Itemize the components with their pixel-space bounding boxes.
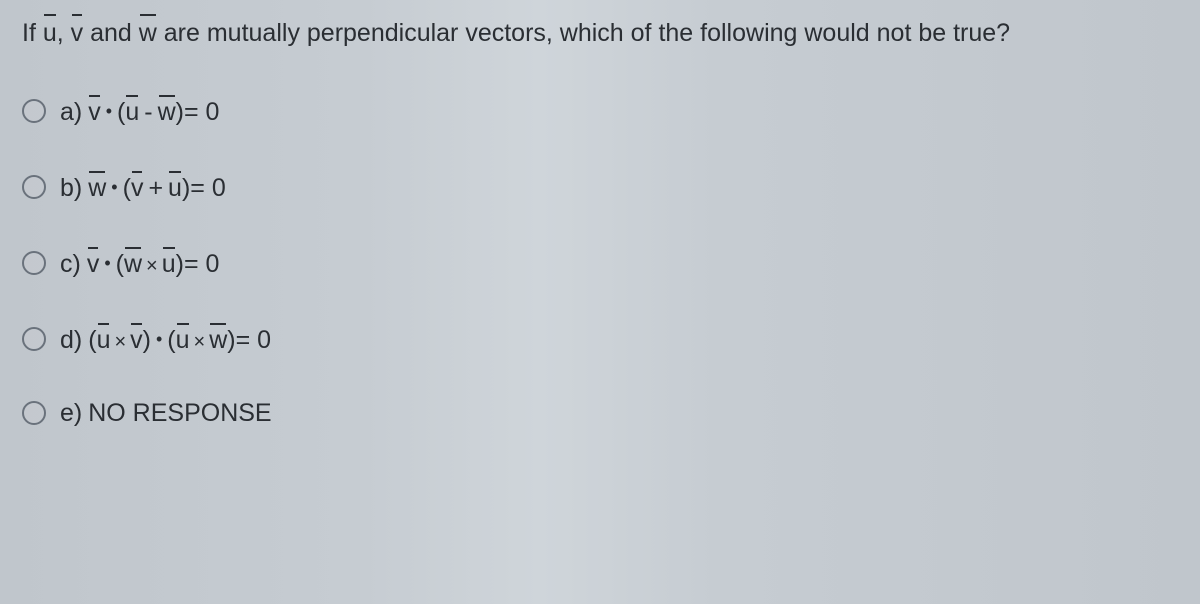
paren-close: )	[176, 98, 184, 127]
radio-a[interactable]	[22, 99, 46, 123]
cross-icon: ×	[114, 331, 126, 354]
paren-open: (	[116, 250, 124, 279]
option-b-text: b) w • (v + u) = 0	[60, 171, 226, 203]
option-c[interactable]: c) v • (w × u) = 0	[22, 247, 1180, 279]
eq-zero: = 0	[236, 326, 271, 355]
dot-icon: •	[111, 177, 117, 198]
paren-open: (	[167, 326, 175, 355]
option-e[interactable]: e) NO RESPONSE	[22, 399, 1180, 428]
paren-close: )	[176, 250, 184, 279]
options-group: a) v • (u - w) = 0 b) w • (v + u) = 0 c)…	[22, 95, 1180, 428]
paren-close: )	[227, 326, 235, 355]
eq-zero: = 0	[184, 250, 219, 279]
q-mid2: and	[83, 19, 139, 47]
dot-icon: •	[156, 329, 162, 350]
option-c-text: c) v • (w × u) = 0	[60, 247, 219, 279]
radio-e[interactable]	[22, 401, 46, 425]
option-a[interactable]: a) v • (u - w) = 0	[22, 95, 1180, 127]
a-vec-w: w	[158, 95, 176, 127]
d-vec-u2: u	[176, 323, 190, 355]
c-vec-w: w	[124, 247, 142, 279]
option-e-letter: e)	[60, 399, 82, 428]
vec-u: u	[43, 14, 57, 51]
paren-open: (	[88, 326, 96, 355]
b-vec-w: w	[88, 171, 106, 203]
d-vec-w: w	[209, 323, 227, 355]
option-a-letter: a)	[60, 98, 82, 127]
eq-zero: = 0	[184, 98, 219, 127]
radio-b[interactable]	[22, 175, 46, 199]
vec-w: w	[139, 14, 157, 51]
option-c-letter: c)	[60, 250, 81, 279]
d-vec-u1: u	[97, 323, 111, 355]
q-suffix: are mutually perpendicular vectors, whic…	[157, 19, 1010, 47]
c-vec-u: u	[162, 247, 176, 279]
option-d[interactable]: d) (u × v) • (u × w) = 0	[22, 323, 1180, 355]
c-vec-v: v	[87, 247, 100, 279]
option-b-letter: b)	[60, 174, 82, 203]
radio-c[interactable]	[22, 251, 46, 275]
radio-d[interactable]	[22, 327, 46, 351]
option-d-letter: d)	[60, 326, 82, 355]
dot-icon: •	[104, 253, 110, 274]
b-vec-v: v	[131, 171, 144, 203]
option-e-label: NO RESPONSE	[88, 399, 271, 428]
q-mid1: ,	[57, 19, 71, 47]
a-vec-v: v	[88, 95, 101, 127]
a-vec-u: u	[125, 95, 139, 127]
paren-open: (	[123, 174, 131, 203]
option-a-text: a) v • (u - w) = 0	[60, 95, 219, 127]
option-d-text: d) (u × v) • (u × w) = 0	[60, 323, 271, 355]
option-b[interactable]: b) w • (v + u) = 0	[22, 171, 1180, 203]
paren-close: )	[182, 174, 190, 203]
paren-close: )	[143, 326, 151, 355]
minus-icon: -	[144, 98, 152, 127]
option-e-text: e) NO RESPONSE	[60, 399, 272, 428]
q-prefix: If	[22, 19, 43, 47]
paren-open: (	[117, 98, 125, 127]
dot-icon: •	[106, 101, 112, 122]
cross-icon: ×	[194, 331, 206, 354]
plus-icon: +	[148, 174, 163, 203]
eq-zero: = 0	[190, 174, 225, 203]
b-vec-u: u	[168, 171, 182, 203]
cross-icon: ×	[146, 255, 158, 278]
question-stem: If u, v and w are mutually perpendicular…	[22, 14, 1172, 51]
vec-v: v	[71, 14, 84, 51]
d-vec-v: v	[130, 323, 143, 355]
